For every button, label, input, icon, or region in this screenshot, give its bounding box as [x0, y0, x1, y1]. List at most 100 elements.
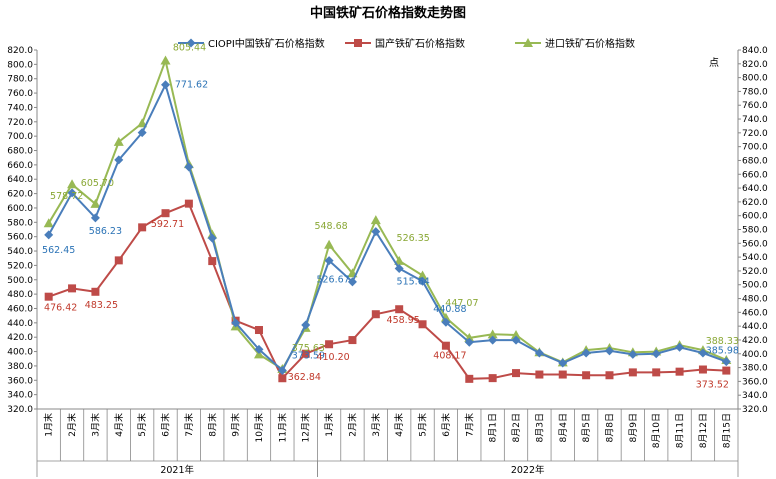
x-tick-label: 2月末 — [346, 413, 358, 437]
series-1 — [44, 199, 731, 383]
group-label: 2021年 — [160, 464, 194, 476]
data-point — [44, 292, 53, 301]
legend-label: CIOPI中国铁矿石价格指数 — [208, 37, 325, 50]
right-tick-label: 720.0 — [742, 129, 768, 139]
legend: CIOPI中国铁矿石价格指数 国产铁矿石价格指数 进口铁矿石价格指数 — [178, 37, 635, 50]
data-label: 408.17 — [433, 351, 466, 362]
x-tick-label: 2月末 — [66, 413, 78, 437]
data-point — [464, 337, 474, 347]
x-tick-label: 11月末 — [276, 413, 288, 442]
data-label: 548.68 — [314, 221, 347, 232]
left-tick-label: 460.0 — [7, 304, 33, 314]
data-point — [324, 239, 335, 249]
x-tick-label: 12月末 — [300, 413, 312, 442]
data-point — [301, 320, 311, 330]
x-tick-label: 8月15日 — [721, 413, 732, 448]
data-point — [67, 179, 78, 189]
left-tick-label: 800.0 — [7, 60, 33, 70]
right-tick-label: 400.0 — [742, 350, 768, 360]
x-tick-label: 10月末 — [253, 413, 265, 442]
data-point — [325, 340, 334, 349]
right-axis-unit: 点 — [709, 57, 719, 69]
data-point — [652, 368, 661, 377]
x-tick-label: 4月末 — [113, 413, 125, 437]
left-tick-label: 380.0 — [7, 362, 33, 372]
right-tick-label: 580.0 — [742, 226, 768, 236]
data-point — [604, 346, 614, 356]
left-tick-label: 520.0 — [7, 261, 33, 271]
data-label: 447.07 — [445, 298, 478, 309]
data-point — [721, 357, 731, 367]
left-tick-label: 820.0 — [7, 46, 33, 56]
legend-item-0: CIOPI中国铁矿石价格指数 — [178, 37, 325, 50]
data-label: 375.63 — [292, 343, 325, 354]
data-point — [418, 276, 428, 286]
data-point — [253, 349, 264, 359]
data-point — [371, 310, 380, 319]
left-tick-label: 500.0 — [7, 276, 33, 286]
data-point — [441, 341, 450, 350]
x-tick-label: 5月末 — [136, 413, 148, 437]
left-tick-label: 440.0 — [7, 319, 33, 329]
data-point — [651, 349, 661, 359]
x-tick-label: 9月末 — [230, 413, 242, 437]
x-tick-label: 8月3日 — [534, 413, 545, 442]
right-tick-label: 340.0 — [742, 391, 768, 401]
legend-label: 进口铁矿石价格指数 — [545, 37, 635, 50]
data-label: 458.95 — [387, 315, 420, 326]
data-label: 515.64 — [397, 277, 430, 288]
data-point — [347, 277, 357, 287]
left-tick-label: 680.0 — [7, 147, 33, 157]
data-point — [231, 318, 241, 328]
left-tick-label: 780.0 — [7, 75, 33, 85]
x-tick-label: 1月末 — [323, 413, 335, 437]
data-point — [90, 213, 100, 223]
right-tick-label: 620.0 — [742, 198, 768, 208]
data-point — [370, 215, 381, 225]
data-label: 526.35 — [397, 233, 430, 244]
x-tick-label: 8月10日 — [651, 413, 662, 448]
right-tick-label: 500.0 — [742, 281, 768, 291]
data-label: 483.25 — [85, 300, 118, 311]
x-tick-label: 5月末 — [417, 413, 429, 437]
series-line — [47, 56, 727, 371]
data-point — [628, 368, 637, 377]
right-tick-label: 840.0 — [742, 46, 768, 56]
data-point — [511, 330, 522, 340]
data-point — [348, 336, 357, 345]
left-tick-label: 340.0 — [7, 391, 33, 401]
left-tick-label: 560.0 — [7, 233, 33, 243]
axes: 320.0 340.0 360.0 380.0 400.0 420.0 440.0 460.0… — [7, 46, 768, 477]
data-point — [278, 374, 287, 383]
data-point — [324, 256, 334, 266]
left-tick-label: 540.0 — [7, 247, 33, 257]
data-point — [114, 155, 124, 165]
data-point — [488, 335, 498, 345]
data-point — [582, 371, 591, 380]
data-point — [113, 136, 124, 146]
data-point — [675, 342, 685, 352]
data-point — [628, 349, 638, 359]
x-tick-label: 8月9日 — [628, 413, 639, 442]
data-label: 562.45 — [42, 245, 75, 256]
legend-item-2: 进口铁矿石价格指数 — [515, 37, 635, 50]
data-point — [558, 370, 567, 379]
data-point — [138, 223, 147, 232]
data-label: 805.44 — [173, 42, 206, 53]
data-point — [160, 55, 171, 65]
data-point — [441, 317, 451, 327]
x-tick-label: 4月末 — [393, 413, 405, 437]
right-tick-label: 640.0 — [742, 184, 768, 194]
right-tick-label: 320.0 — [742, 405, 768, 415]
data-label: 362.84 — [288, 372, 321, 383]
data-label: 373.52 — [696, 380, 729, 391]
data-point — [67, 188, 77, 198]
data-point — [675, 367, 684, 376]
right-tick-label: 780.0 — [742, 87, 768, 97]
left-tick-label: 700.0 — [7, 132, 33, 142]
data-point — [394, 255, 405, 265]
data-label: 476.42 — [44, 303, 77, 314]
legend-marker — [354, 39, 362, 47]
data-point — [91, 287, 100, 296]
data-point — [277, 366, 287, 376]
